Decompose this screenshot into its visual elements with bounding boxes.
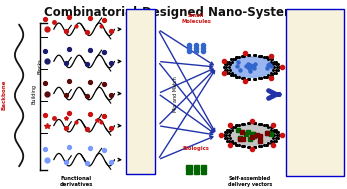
Text: Blocks: Blocks [37,58,42,74]
Bar [194,165,199,167]
Text: Combinatorial-Designed Nano-Systems: Combinatorial-Designed Nano-Systems [44,6,303,19]
Text: Backbone: Backbone [2,79,7,110]
Bar [186,172,192,174]
Text: Functional
derivatives: Functional derivatives [60,176,93,187]
Polygon shape [229,125,274,145]
Text: Biologics: Biologics [183,146,210,150]
Text: Structure-property relationship
and In silico  validation: Structure-property relationship and In s… [135,51,146,138]
Text: Mix and Match: Mix and Match [173,77,178,112]
FancyBboxPatch shape [286,9,344,176]
Polygon shape [229,57,274,77]
FancyBboxPatch shape [126,9,155,174]
Bar [186,168,192,171]
Bar [201,168,206,171]
Text: Small
Molecules: Small Molecules [181,13,211,24]
Text: Building: Building [32,84,36,105]
Bar [201,165,206,167]
Bar [194,168,199,171]
Text: Experimental validation
in vitro and in vivo: Experimental validation in vitro and in … [310,60,321,125]
Bar [201,172,206,174]
Bar [194,172,199,174]
Text: Self-assembled
delivery vectors: Self-assembled delivery vectors [228,176,272,187]
Bar [186,165,192,167]
